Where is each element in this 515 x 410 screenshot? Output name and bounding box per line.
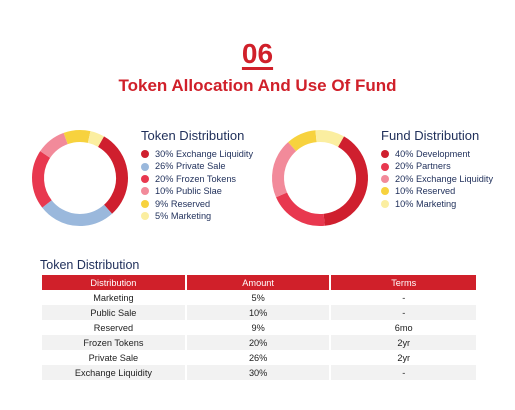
table-cell: Reserved: [93, 322, 134, 333]
table-cell: 6mo: [394, 322, 413, 333]
table-cell: -: [331, 305, 476, 320]
table-row: Reserved 9% 6mo: [42, 320, 476, 335]
table-cell: Private Sale: [88, 352, 139, 363]
legend-item: 30% Exchange Liquidity: [141, 148, 253, 160]
table-cell: Public Sale: [42, 305, 185, 320]
legend-item: 5% Marketing: [141, 210, 253, 222]
legend-item: 20% Frozen Tokens: [141, 173, 253, 185]
section-number: 06: [241, 38, 274, 69]
legend-label: 30% Exchange Liquidity: [155, 149, 254, 159]
column-header: Amount: [186, 275, 330, 290]
table-row: Frozen Tokens 20% 2yr: [42, 335, 476, 350]
table-cell: 30%: [186, 365, 330, 380]
legend-label: 10% Marketing: [395, 198, 457, 209]
donut-segment: [32, 130, 128, 226]
legend-label: 26% Private Sale: [155, 161, 226, 172]
column-header: Terms: [331, 275, 476, 290]
donut-segment: [32, 130, 128, 226]
legend-item: 20% Partners: [381, 160, 493, 172]
table-cell: 2yr: [331, 335, 476, 350]
table-row: Private Sale 26% 2yr: [42, 350, 476, 365]
table-row: Exchange Liquidity 30% -: [42, 365, 476, 380]
table-cell: 20%: [186, 335, 330, 350]
legend-label: 10% Reserved: [395, 186, 456, 197]
table-cell: 26%: [248, 352, 268, 363]
legend-label: 10% Public Slae: [155, 186, 222, 197]
legend-item: 10% Public Slae: [141, 185, 253, 197]
table-cell: Marketing: [93, 292, 134, 303]
table-row: Public Sale 10% -: [42, 305, 476, 320]
legend-label: 20% Partners: [395, 161, 451, 172]
donut-segment: [272, 130, 368, 226]
table-cell: Exchange Liquidity: [42, 365, 185, 380]
table-title: Token Distribution: [40, 258, 140, 272]
donut-segment: [272, 130, 368, 226]
donut-segment: [32, 130, 128, 226]
donut-segment: [32, 130, 128, 226]
donut-segment: [32, 130, 128, 226]
legend-label: 9% Reserved: [155, 198, 211, 209]
table-cell: 5%: [251, 292, 265, 303]
fund-distribution-donut: [272, 130, 368, 226]
table-header-row: Distribution Amount Terms: [42, 275, 476, 290]
legend-item: 20% Exchange Liquidity: [381, 173, 493, 185]
legend-item: 9% Reserved: [141, 198, 253, 210]
token-distribution-title: Token Distribution: [141, 128, 245, 143]
token-distribution-table: Distribution Amount Terms Marketing 5% -…: [40, 275, 478, 380]
legend-item: 40% Development: [381, 148, 493, 160]
table-cell: 9%: [251, 322, 265, 333]
fund-distribution-legend: Fund Distribution 40% Development 20% Par…: [381, 128, 493, 210]
legend-dot-icon: [381, 174, 389, 183]
legend-dot-icon: [381, 150, 389, 159]
legend-label: 20% Frozen Tokens: [155, 173, 237, 184]
token-distribution-donut: [32, 130, 128, 226]
legend-dot-icon: [141, 174, 149, 183]
legend-label: 40% Development: [395, 149, 471, 159]
legend-dot-icon: [141, 199, 149, 208]
legend-dot-icon: [141, 150, 149, 159]
legend-dot-icon: [141, 212, 149, 221]
fund-distribution-title: Fund Distribution: [381, 128, 480, 143]
column-header: Distribution: [42, 275, 185, 290]
table-cell: 2yr: [397, 352, 411, 363]
legend-dot-icon: [381, 199, 389, 208]
legend-item: 10% Reserved: [381, 185, 493, 197]
legend-dot-icon: [381, 187, 389, 196]
legend-dot-icon: [141, 162, 149, 171]
legend-label: 20% Exchange Liquidity: [395, 173, 494, 184]
section-title: Token Allocation And Use Of Fund: [118, 76, 397, 95]
legend-item: 26% Private Sale: [141, 160, 253, 172]
donut-segment: [32, 130, 128, 226]
table-row: Marketing 5% -: [42, 290, 476, 305]
table-cell: -: [331, 365, 476, 380]
donut-segment: [272, 130, 368, 226]
donut-segment: [272, 130, 368, 226]
donut-segment: [272, 130, 368, 226]
token-distribution-legend: Token Distribution 30% Exchange Liquidit…: [141, 128, 253, 222]
legend-dot-icon: [141, 187, 149, 196]
legend-item: 10% Marketing: [381, 198, 493, 210]
table-cell: -: [402, 292, 406, 303]
legend-dot-icon: [381, 162, 389, 171]
legend-label: 5% Marketing: [155, 210, 212, 221]
table-cell: Frozen Tokens: [42, 335, 185, 350]
table-cell: 10%: [186, 305, 330, 320]
